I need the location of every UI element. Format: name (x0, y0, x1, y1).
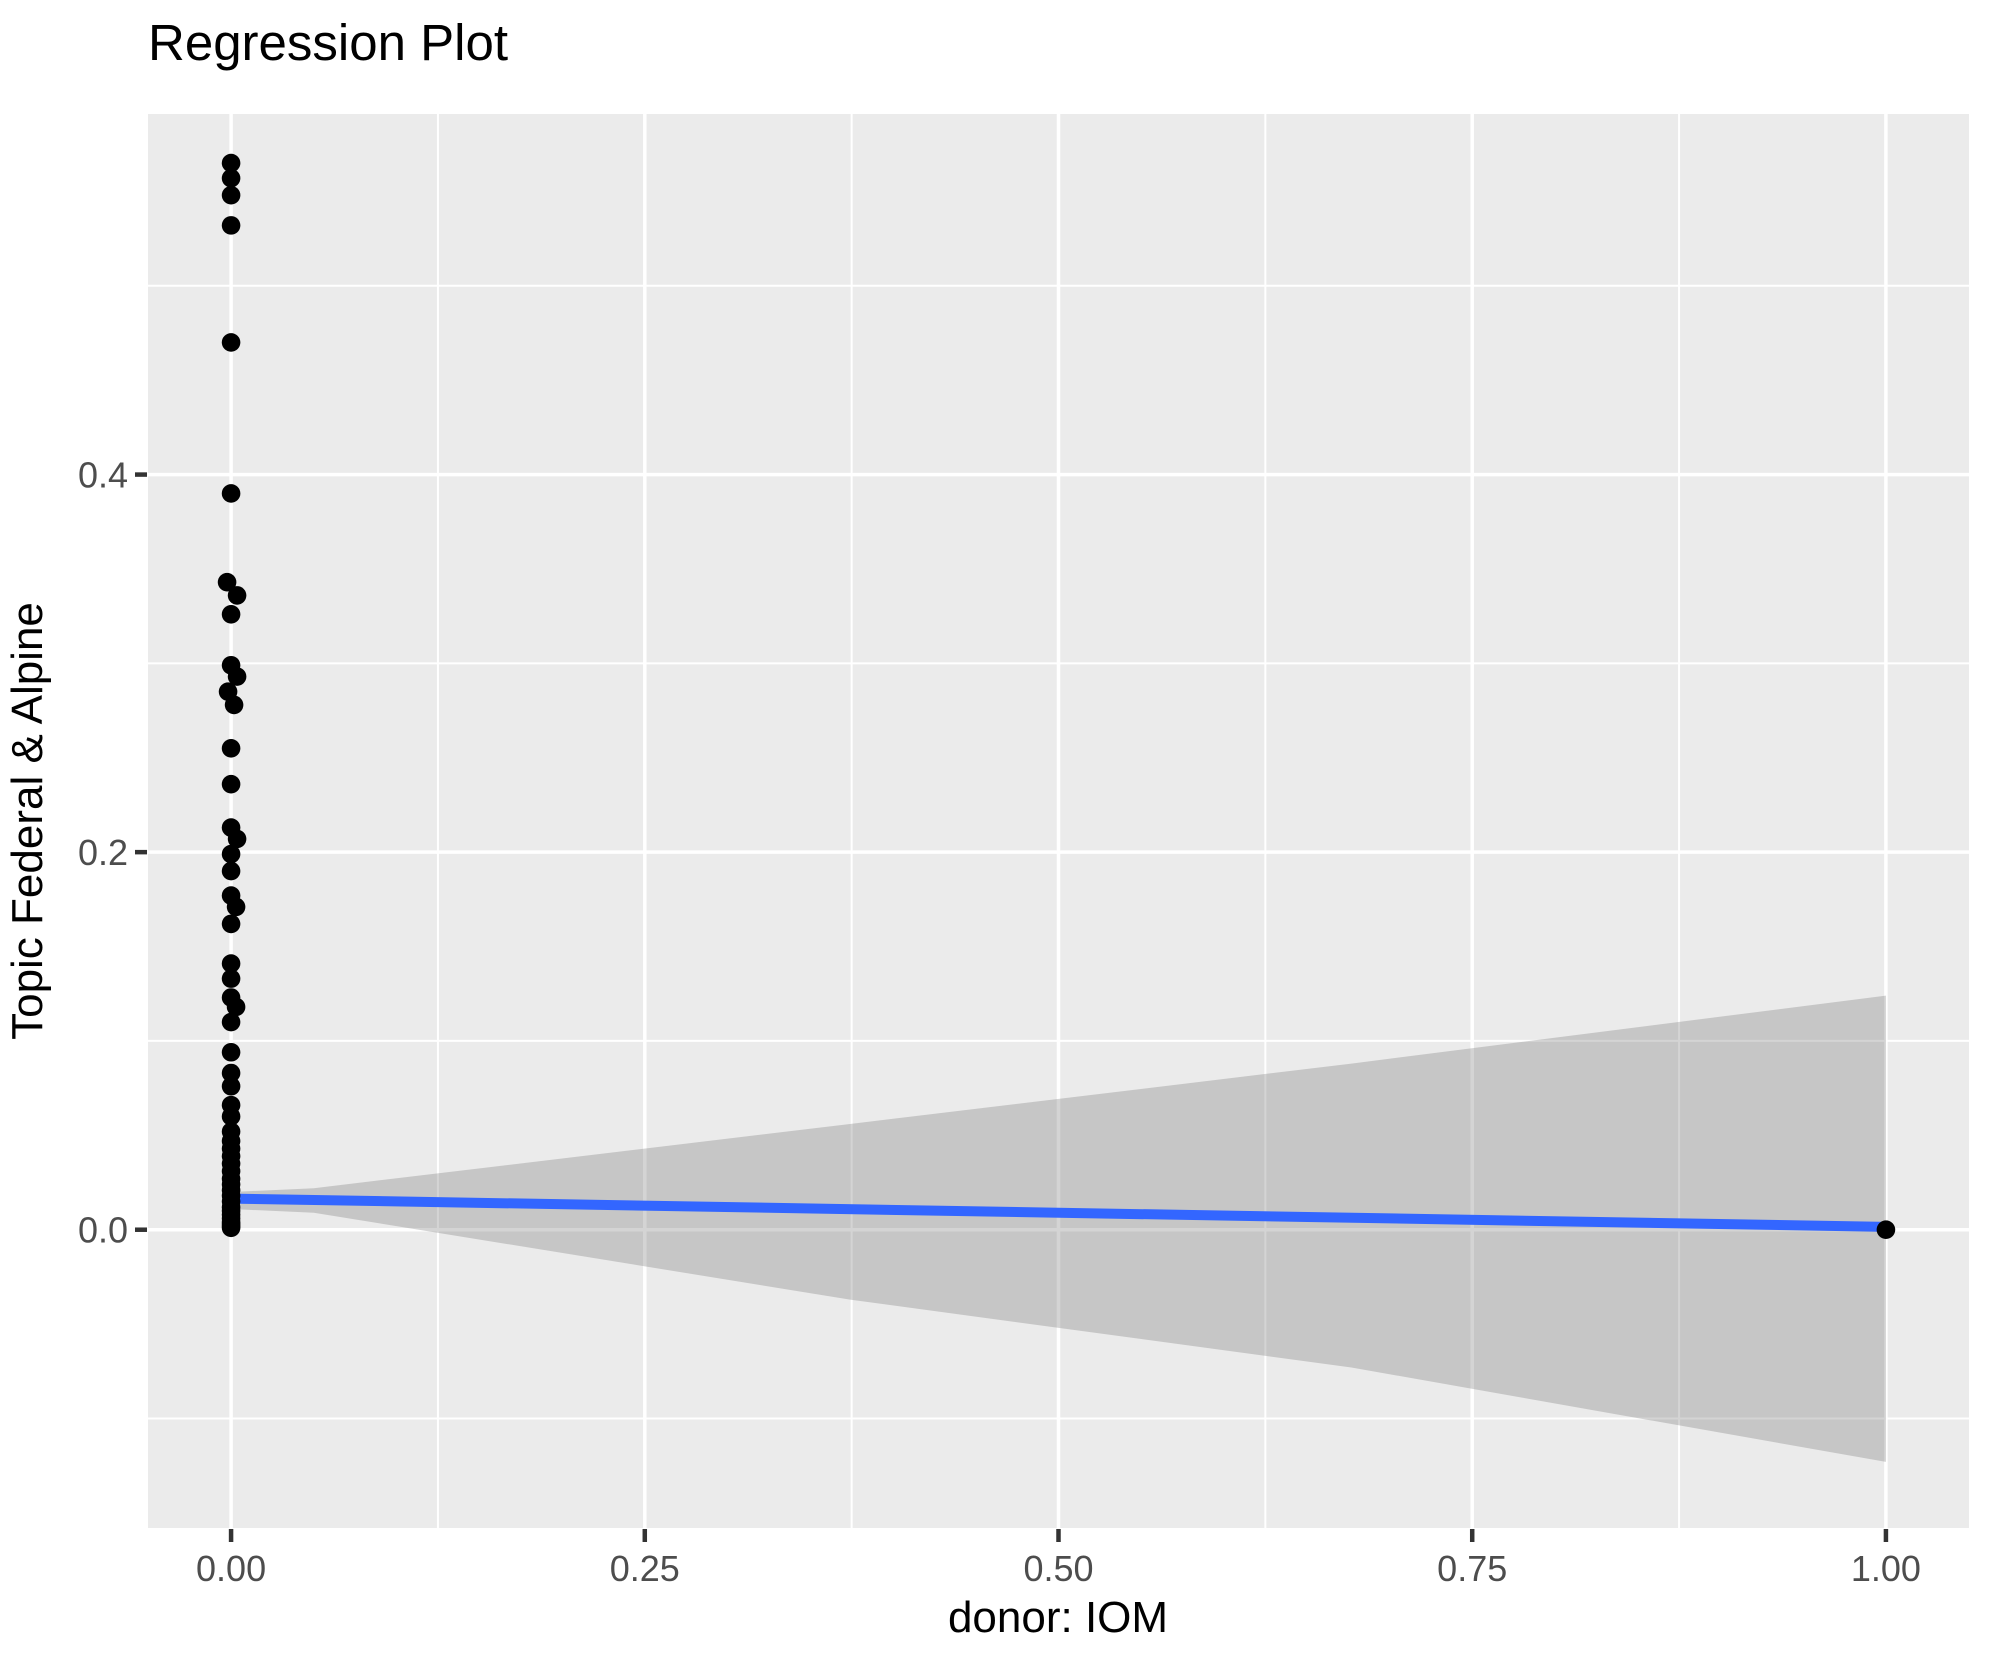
scatter-point (221, 739, 241, 758)
scatter-point (221, 185, 241, 205)
scatter-point (221, 914, 241, 934)
x-tick-label: 0.50 (1023, 1548, 1093, 1589)
gridlines-major (148, 114, 1969, 1528)
scatter-point (221, 604, 241, 624)
x-tick-label: 0.75 (1437, 1548, 1507, 1589)
scatter-point (221, 1107, 241, 1126)
scatter-point (221, 333, 241, 352)
regression-line (226, 1193, 1891, 1232)
scatter-point (1876, 1220, 1896, 1240)
scatter-point (221, 1042, 241, 1062)
axis-ticks (135, 472, 1889, 1542)
scatter-point (221, 954, 241, 973)
scatter-point (221, 1218, 241, 1238)
scatter-point (227, 667, 247, 686)
x-tick-label: 0.00 (196, 1548, 266, 1589)
scatter-point (221, 153, 241, 173)
scatter-point (221, 1063, 241, 1083)
y-tick-label: 0.2 (78, 832, 128, 873)
scatter-point (221, 168, 241, 188)
y-axis-title: Topic Federal & Alpine (3, 602, 52, 1040)
x-tick-label: 1.00 (1851, 1548, 1921, 1589)
x-tick-label: 0.25 (610, 1548, 680, 1589)
scatter-point (221, 1076, 241, 1096)
scatter-point (221, 216, 241, 235)
y-tick-label: 0.4 (78, 455, 128, 496)
x-axis-title: donor: IOM (948, 1593, 1168, 1642)
scatter-point (226, 997, 246, 1017)
scatter-point (221, 774, 241, 794)
scatter-point (221, 1012, 241, 1032)
scatter-point (221, 861, 241, 881)
scatter-point (217, 572, 237, 592)
scatter-point (221, 969, 241, 988)
y-tick-label: 0.0 (78, 1210, 128, 1251)
scatter-point (226, 897, 246, 917)
scatter-point (227, 586, 247, 605)
scatter-point (227, 829, 247, 849)
plot-title: Regression Plot (148, 14, 508, 71)
axis-tick-labels: 0.00 0.25 0.50 0.75 1.00 0.0 0.2 0.4 (78, 455, 1921, 1589)
scatter-point (221, 844, 241, 864)
scatter-point (221, 484, 241, 503)
scatter-point (224, 695, 244, 715)
scatter-points (217, 153, 1896, 1240)
confidence-ribbon (231, 995, 1886, 1462)
